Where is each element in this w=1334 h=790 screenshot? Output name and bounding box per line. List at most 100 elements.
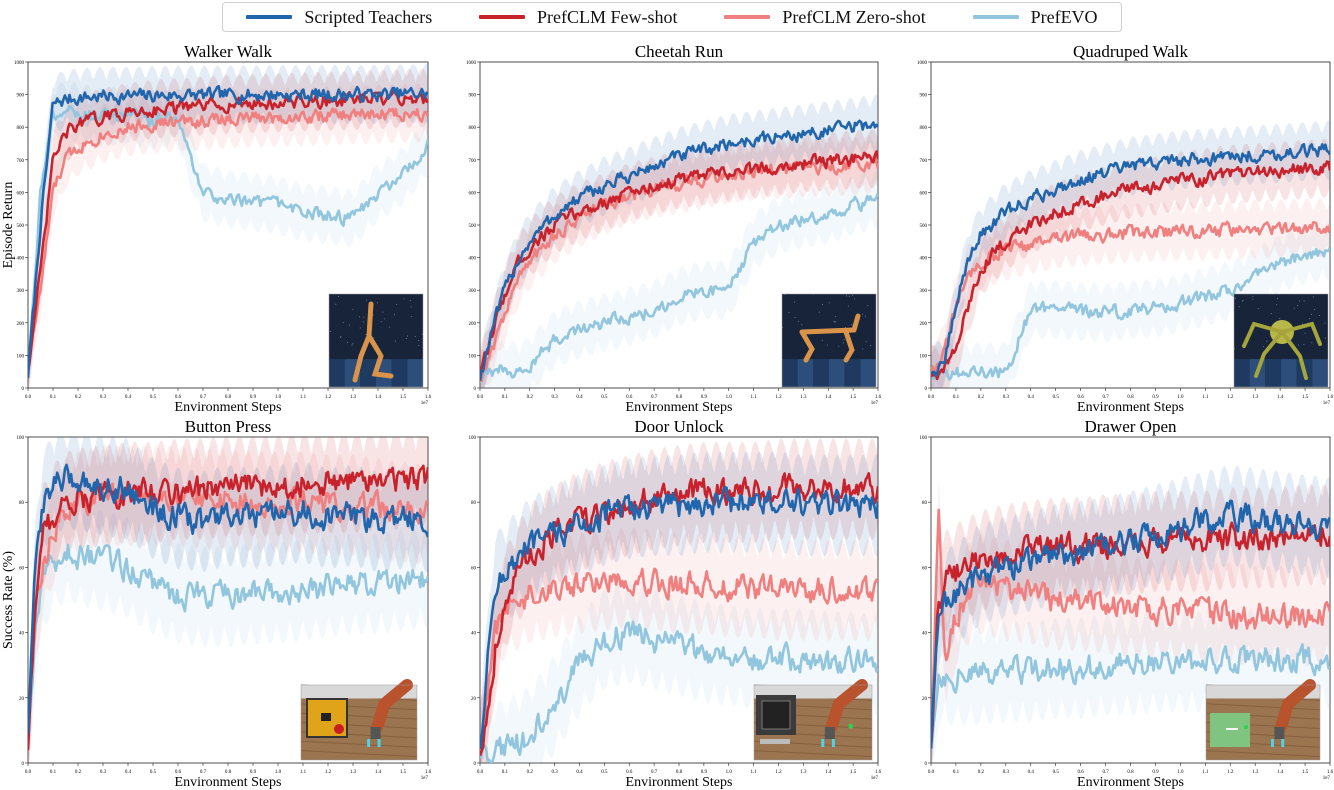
x-tick-label: 0.5: [601, 395, 608, 400]
y-tick-label: 300: [920, 289, 928, 294]
y-tick-label: 100: [469, 436, 477, 441]
x-tick-label: 0.8: [1127, 395, 1134, 400]
y-tick-label: 100: [17, 354, 25, 359]
series-line-scripted-teachers: [931, 142, 1330, 377]
x-tick-label: 0.4: [1028, 770, 1035, 775]
x-tick-label: 1.2: [325, 770, 332, 775]
x-tick-label: 0.7: [1102, 770, 1109, 775]
x-axis-label: Environment Steps: [175, 775, 282, 790]
series-line-prefclm-zero-shot: [480, 567, 878, 756]
x-exponent-label: 1e7: [421, 401, 429, 406]
x-tick-label: 0.3: [1003, 770, 1010, 775]
x-tick-label: 0.7: [200, 770, 207, 775]
x-tick-label: 0.5: [1053, 395, 1060, 400]
x-tick-label: 0.9: [250, 395, 257, 400]
x-tick-label: 0.0: [477, 395, 484, 400]
x-tick-label: 1.5: [850, 770, 857, 775]
x-tick-label: 0.2: [527, 770, 534, 775]
environment-thumbnail: [1233, 293, 1329, 388]
x-tick-label: 0.6: [175, 770, 182, 775]
x-tick-label: 1.5: [1302, 770, 1309, 775]
x-tick-label: 1.2: [1227, 770, 1234, 775]
series-line-prefevo: [931, 247, 1330, 381]
x-tick-label: 1.6: [425, 770, 432, 775]
legend-swatch: [479, 15, 526, 19]
x-tick-label: 0.1: [50, 770, 57, 775]
x-tick-label: 0.5: [601, 770, 608, 775]
plot-area: [931, 120, 1330, 388]
legend-item-prefevo: PrefEVO: [972, 7, 1098, 28]
chart-title: Cheetah Run: [635, 42, 724, 61]
x-tick-label: 1.3: [1252, 395, 1259, 400]
y-tick-label: 800: [920, 126, 928, 131]
plot-area: [28, 64, 428, 388]
y-tick-label: 400: [17, 257, 25, 262]
x-tick-label: 1.4: [1277, 770, 1284, 775]
series-line-prefevo: [480, 192, 878, 384]
x-tick-label: 1.3: [350, 395, 357, 400]
y-tick-label: 600: [469, 191, 477, 196]
x-tick-label: 0.6: [626, 770, 633, 775]
x-tick-label: 0.7: [200, 395, 207, 400]
x-tick-label: 0.0: [25, 395, 32, 400]
y-tick-label: 1000: [917, 61, 928, 66]
series-band-scripted-teachers: [931, 120, 1330, 388]
series-line-scripted-teachers: [28, 463, 428, 734]
x-tick-label: 0.3: [100, 395, 107, 400]
y-tick-label: 0: [925, 762, 928, 767]
y-tick-label: 400: [920, 257, 928, 262]
y-tick-label: 1000: [14, 61, 25, 66]
x-tick-label: 1.5: [1302, 395, 1309, 400]
x-tick-label: 0.3: [100, 770, 107, 775]
y-tick-label: 400: [469, 257, 477, 262]
y-tick-label: 800: [17, 126, 25, 131]
y-tick-label: 0: [474, 387, 477, 392]
y-tick-label: 20: [471, 697, 477, 702]
y-tick-label: 20: [922, 697, 928, 702]
y-tick-label: 600: [17, 191, 25, 196]
series-line-prefevo: [480, 620, 878, 763]
x-tick-label: 0.8: [1127, 770, 1134, 775]
chart-title: Quadruped Walk: [1073, 42, 1188, 61]
y-tick-label: 500: [469, 224, 477, 229]
x-axis-label: Environment Steps: [1077, 775, 1184, 790]
environment-thumbnail: [753, 679, 873, 761]
y-tick-label: 900: [920, 94, 928, 99]
series-line-prefclm-zero-shot: [931, 220, 1330, 375]
x-tick-label: 0.1: [953, 770, 960, 775]
y-tick-label: 40: [922, 632, 928, 637]
legend-swatch: [972, 15, 1019, 19]
x-tick-label: 1.4: [375, 395, 382, 400]
y-tick-label: 80: [19, 501, 25, 506]
plot-area: [480, 94, 878, 388]
x-tick-label: 0.5: [150, 395, 157, 400]
y-tick-label: 600: [920, 191, 928, 196]
y-tick-label: 900: [469, 94, 477, 99]
chart-panel: Quadruped Walk 0.0 0.1 0.2 0.3 0.4 0.5 0.6 0.7 0.…: [917, 42, 1334, 415]
y-tick-label: 60: [471, 566, 477, 571]
series-line-prefclm-zero-shot: [931, 508, 1330, 749]
y-tick-label: 60: [922, 566, 928, 571]
series-line-prefclm-few-shot: [480, 150, 878, 381]
x-tick-label: 0.4: [1028, 395, 1035, 400]
series-line-scripted-teachers: [931, 499, 1330, 749]
y-tick-label: 100: [469, 354, 477, 359]
plot-area: [480, 438, 878, 763]
x-tick-label: 1.3: [1252, 770, 1259, 775]
series-line-scripted-teachers: [480, 119, 878, 381]
x-tick-label: 1.6: [425, 395, 432, 400]
y-axis-label: Episode Return: [1, 182, 16, 269]
x-tick-label: 1.0: [726, 770, 733, 775]
x-tick-label: 0.0: [928, 770, 935, 775]
y-tick-label: 700: [920, 159, 928, 164]
environment-thumbnail: [1205, 679, 1321, 761]
y-tick-label: 200: [17, 322, 25, 327]
x-tick-label: 1.1: [751, 770, 758, 775]
y-tick-label: 500: [17, 224, 25, 229]
x-tick-label: 1.3: [800, 395, 807, 400]
x-tick-label: 1.5: [400, 395, 407, 400]
x-tick-label: 1.2: [325, 395, 332, 400]
legend-label: PrefCLM Zero-shot: [782, 6, 926, 27]
x-tick-label: 1.3: [800, 770, 807, 775]
y-tick-label: 800: [469, 126, 477, 131]
